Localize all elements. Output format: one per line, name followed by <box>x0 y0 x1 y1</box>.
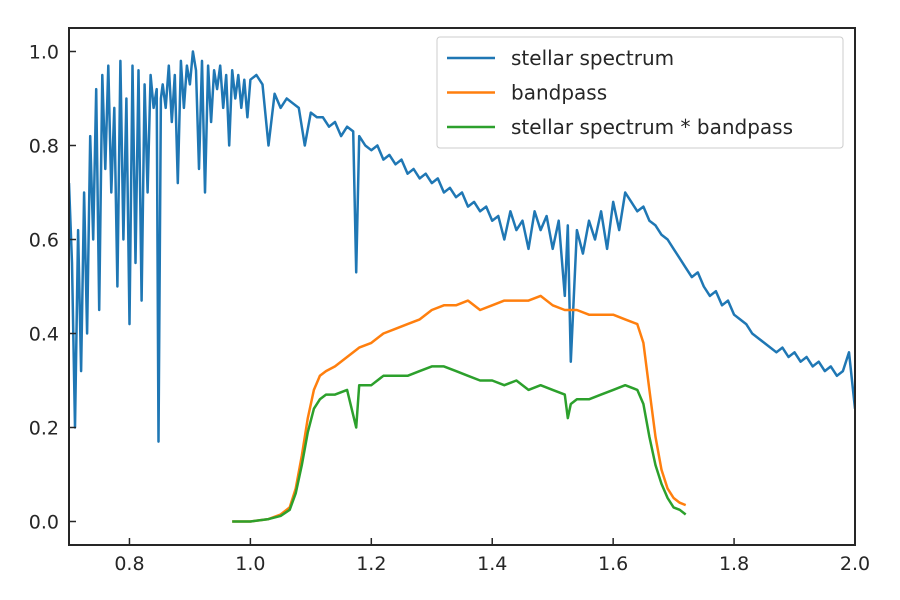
x-tick-label: 0.8 <box>114 553 144 575</box>
x-tick-label: 1.0 <box>235 553 265 575</box>
x-tick-label: 1.8 <box>719 553 749 575</box>
y-tick-label: 0.6 <box>29 230 59 252</box>
series-layer <box>69 50 855 523</box>
x-tick-label: 1.4 <box>477 553 507 575</box>
y-tick-label: 0.4 <box>29 324 59 346</box>
x-axis: 0.8 1.0 1.2 1.4 1.6 1.8 2.0 <box>114 538 870 575</box>
legend-label-3: stellar spectrum * bandpass <box>511 115 793 139</box>
y-tick-label: 1.0 <box>29 42 59 64</box>
x-tick-label: 1.2 <box>356 553 386 575</box>
x-tick-label: 2.0 <box>840 553 870 575</box>
x-tick-label: 1.6 <box>598 553 628 575</box>
legend-label-1: stellar spectrum <box>511 46 674 70</box>
series-line-2 <box>232 294 687 523</box>
plot-frame <box>68 27 856 546</box>
legend-label-2: bandpass <box>511 81 607 105</box>
y-tick-label: 0.8 <box>29 136 59 158</box>
legend-box <box>436 36 844 149</box>
series-line-3 <box>232 365 687 523</box>
series-line-1 <box>69 50 855 443</box>
legend: stellar spectrum bandpass stellar spectrum… <box>436 36 844 149</box>
y-tick-label: 0.0 <box>29 512 59 534</box>
y-axis: 0.0 0.2 0.4 0.6 0.8 1.0 <box>29 42 76 534</box>
y-tick-label: 0.2 <box>29 418 59 440</box>
